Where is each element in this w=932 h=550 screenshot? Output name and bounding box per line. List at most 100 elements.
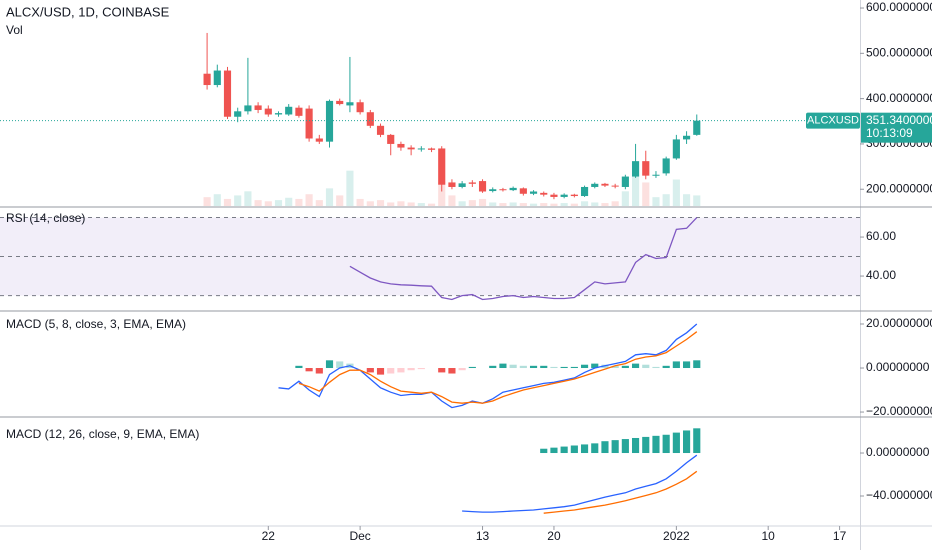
price-tag — [861, 112, 932, 143]
candle-body — [458, 183, 466, 187]
volume-bar — [611, 201, 619, 206]
candle-body — [366, 112, 374, 126]
candle-body — [336, 100, 344, 105]
macd-legend[interactable]: MACD (12, 26, close, 9, EMA, EMA) — [6, 427, 199, 441]
symbol-title[interactable]: ALCX/USD, 1D, COINBASE — [6, 4, 170, 19]
volume-bar — [529, 203, 538, 206]
candle-body — [213, 70, 221, 86]
histogram-bar — [672, 432, 680, 454]
candle-body — [478, 181, 487, 192]
candle-body — [448, 182, 456, 187]
symbol-tag — [806, 112, 860, 129]
macd-line — [462, 454, 698, 513]
histogram-bar — [631, 437, 640, 454]
volume-bar — [407, 202, 415, 206]
histogram-bar — [672, 361, 680, 369]
volume-bar — [478, 198, 487, 206]
volume-bar — [560, 203, 568, 206]
histogram-bar — [387, 368, 395, 374]
volume-bar — [438, 182, 446, 206]
x-tick-label: 13 — [476, 529, 490, 543]
volume-bar — [336, 195, 344, 206]
y-tick-label: 500.00000000 — [866, 45, 932, 59]
candle-body — [529, 191, 538, 194]
candle-body — [274, 113, 283, 115]
histogram-bar — [662, 434, 670, 454]
histogram-bar — [315, 368, 323, 374]
volume-legend[interactable]: Vol — [6, 23, 23, 37]
macd-line — [298, 331, 698, 404]
countdown: 10:13:09 — [866, 126, 913, 140]
candle-body — [376, 125, 385, 135]
candle-body — [621, 176, 629, 187]
volume-bar — [417, 203, 425, 206]
macd-line — [278, 323, 698, 409]
candle-body — [223, 70, 232, 117]
candle-body — [560, 194, 568, 197]
histogram-bar — [611, 440, 619, 454]
rsi-line — [349, 217, 698, 301]
volume-bar — [305, 194, 313, 206]
rsi-legend[interactable]: RSI (14, close) — [6, 211, 85, 225]
macd-legend[interactable]: MACD (5, 8, close, 3, EMA, EMA) — [6, 317, 186, 331]
volume-bar — [601, 203, 609, 206]
volume-bar — [397, 201, 405, 206]
histogram-bar — [642, 436, 650, 454]
histogram-bar — [336, 361, 344, 369]
volume-bar — [346, 170, 354, 206]
histogram-bar — [560, 446, 568, 454]
candle-body — [499, 189, 507, 191]
candle-body — [611, 185, 619, 187]
histogram-bar — [376, 368, 385, 375]
histogram-bar — [407, 368, 415, 371]
candle-body — [580, 186, 589, 197]
candle-body — [417, 148, 425, 150]
histogram-bar — [325, 360, 334, 369]
histogram-bar — [611, 365, 619, 369]
volume-bar — [489, 202, 497, 206]
histogram-bar — [570, 366, 578, 369]
candle-body — [693, 120, 701, 135]
candle-body — [244, 105, 252, 112]
candle-body — [264, 108, 272, 115]
histogram-bar — [468, 366, 476, 369]
y-tick-label: 400.00000000 — [866, 91, 932, 105]
volume-bar — [376, 200, 385, 206]
candle-body — [540, 192, 548, 195]
volume-bar — [285, 197, 293, 206]
candle-body — [438, 148, 446, 185]
candle-body — [652, 174, 660, 176]
x-tick-label: 2022 — [663, 529, 690, 543]
volume-bar — [244, 191, 252, 206]
histogram-bar — [509, 364, 517, 369]
volume-bar — [652, 197, 660, 206]
histogram-bar — [540, 365, 548, 369]
volume-bar — [642, 182, 650, 206]
candle-body — [519, 188, 527, 194]
histogram-bar — [631, 363, 640, 369]
volume-bar — [570, 203, 578, 206]
candle-body — [407, 147, 415, 150]
volume-bar — [621, 191, 629, 206]
volume-bar — [672, 179, 680, 206]
volume-bar — [203, 197, 211, 206]
histogram-bar — [417, 368, 425, 370]
volume-bar — [591, 202, 599, 206]
histogram-bar — [601, 441, 609, 454]
volume-bar — [213, 194, 221, 206]
volume-bar — [448, 195, 456, 206]
histogram-bar — [550, 447, 558, 454]
histogram-bar — [499, 363, 507, 369]
histogram-bar — [580, 444, 589, 454]
candle-body — [642, 161, 650, 176]
volume-bar — [458, 201, 466, 206]
volume-bar — [366, 201, 374, 206]
histogram-bar — [683, 361, 691, 369]
candle-body — [489, 189, 497, 192]
y-tick-label: 600.00000000 — [866, 0, 932, 14]
volume-bar — [274, 200, 283, 206]
histogram-bar — [529, 365, 538, 369]
candle-body — [601, 183, 609, 186]
histogram-bar — [519, 365, 527, 369]
